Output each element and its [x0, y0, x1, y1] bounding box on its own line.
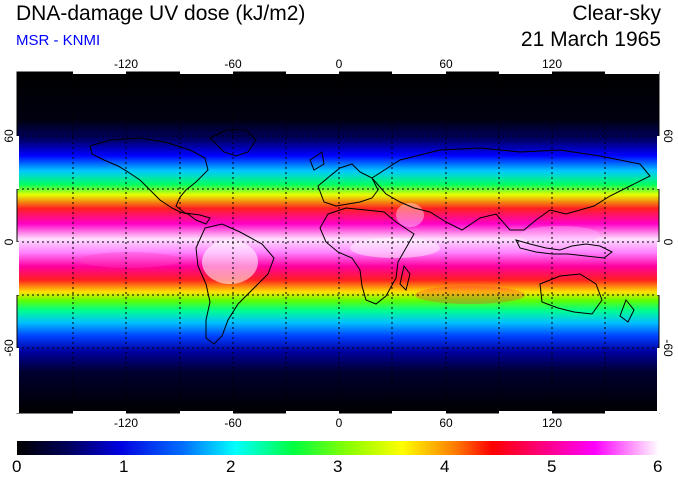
- colorbar-tick: 6: [653, 457, 663, 476]
- africa-hotspot: [350, 238, 440, 258]
- frame-scale-bars: [16, 71, 660, 414]
- lon-tick-top: 120: [542, 57, 562, 71]
- graticule: [17, 72, 659, 413]
- lat-tick-right: -60: [661, 339, 675, 357]
- indian-ocean-band: [415, 286, 525, 304]
- pacific-band: [80, 252, 180, 268]
- lon-tick-top: -60: [224, 57, 242, 71]
- colorbar: [17, 441, 659, 455]
- map-source-label: MSR - KNMI: [16, 32, 101, 49]
- lat-tick-left: -60: [2, 339, 16, 357]
- lon-tick-top: -120: [114, 57, 138, 71]
- lon-tick-top: 0: [336, 57, 343, 71]
- lon-tick-bottom: -60: [224, 416, 242, 430]
- lon-tick-bottom: 0: [336, 416, 343, 430]
- coastlines: [89, 129, 651, 345]
- lon-tick-top: 60: [439, 57, 453, 71]
- lon-tick-bottom: 60: [439, 416, 453, 430]
- colorbar-tick: 0: [12, 457, 22, 476]
- lat-tick-left: 60: [2, 129, 16, 143]
- indonesia-hotspot: [520, 226, 600, 244]
- colorbar-tick: 4: [440, 457, 450, 476]
- lon-tick-bottom: 120: [542, 416, 562, 430]
- map-date-label: 21 March 1965: [520, 28, 661, 51]
- lon-tick-bottom: -120: [114, 416, 138, 430]
- amazon-hotspot: [202, 240, 258, 284]
- colorbar-tick: 1: [119, 457, 129, 476]
- lat-tick-right: 60: [661, 129, 675, 143]
- lat-tick-left: 0: [2, 238, 16, 245]
- sky-condition-label: Clear-sky: [572, 2, 661, 25]
- colorbar-tick: 2: [226, 457, 236, 476]
- lat-tick-right: 0: [661, 239, 675, 246]
- colorbar-tick: 5: [547, 457, 557, 476]
- map-title: DNA-damage UV dose (kJ/m2): [16, 2, 306, 25]
- colorbar-tick: 3: [333, 457, 343, 476]
